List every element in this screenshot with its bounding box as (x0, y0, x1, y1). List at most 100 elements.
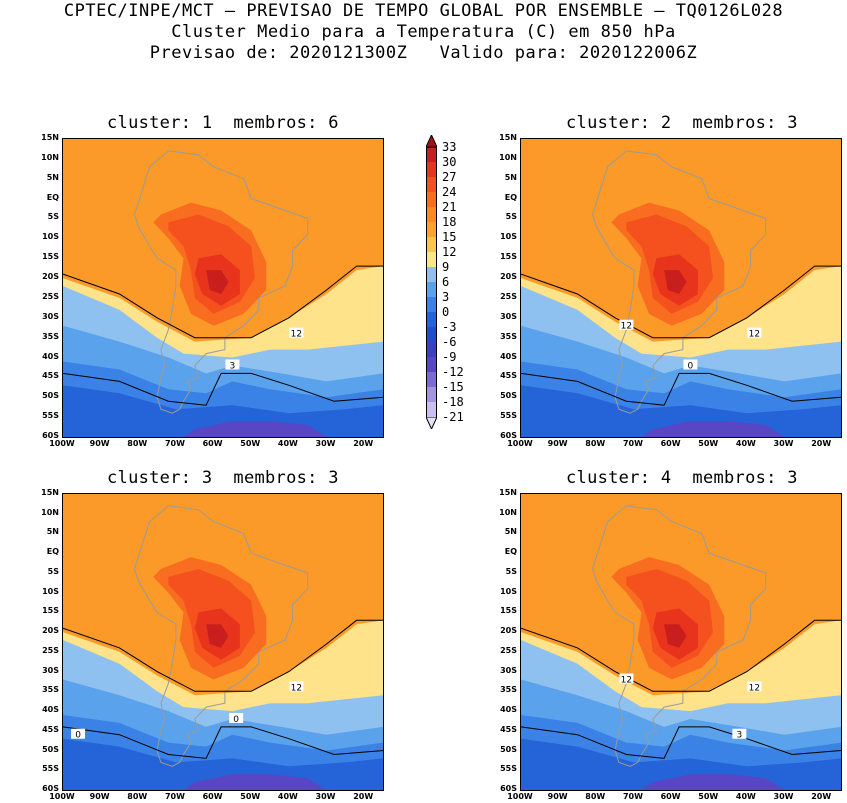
longitude-label: 80W (585, 439, 606, 448)
latitude-label: 5S (47, 566, 59, 576)
longitude-label: 70W (164, 792, 185, 801)
colorbar-label: -3 (442, 320, 457, 334)
colorbar-segment (426, 387, 437, 402)
colorbar-label: -6 (442, 335, 457, 349)
latitude-label: 25S (500, 291, 517, 301)
contour-low (63, 726, 383, 759)
colorbar-label: 3 (442, 290, 450, 304)
latitude-label: 50S (500, 391, 517, 401)
longitude-label: 70W (622, 439, 643, 448)
longitude-label: 20W (353, 792, 374, 801)
latitude-label: 5N (504, 172, 517, 182)
temperature-map: 12 3 (63, 150, 383, 437)
longitude-label: 60W (660, 792, 681, 801)
contour-label-12: 12 (749, 683, 760, 693)
contour-label-bg (732, 728, 747, 739)
latitude-label: 10S (42, 232, 59, 242)
contour-band-cold (641, 421, 785, 437)
temperature-map: 12 0 0 (63, 505, 383, 790)
panel-title: cluster: 3 membros: 3 (107, 468, 339, 488)
header-line-3: Previsao de: 2020121300Z Valido para: 20… (149, 43, 698, 63)
contour-label-low: 3 (736, 731, 742, 741)
colorbar-label: -15 (442, 380, 464, 394)
colorbar-label: 9 (442, 260, 450, 274)
longitude-label: 30W (315, 792, 336, 801)
latitude-label: 35S (500, 331, 517, 341)
longitude-label: 40W (277, 439, 298, 448)
latitude-label: 15S (42, 252, 59, 262)
map-area: 12 3 (62, 138, 384, 438)
longitude-label: 20W (811, 439, 832, 448)
contour-label-bg (619, 673, 634, 684)
colorbar-label: 21 (442, 200, 457, 214)
latitude-label: 10S (500, 232, 517, 242)
latitude-label: 5S (505, 212, 517, 222)
colorbar-label: -12 (442, 365, 464, 379)
coastline (591, 505, 767, 767)
panel-title: cluster: 1 membros: 6 (107, 113, 339, 133)
colorbar-label: 30 (442, 155, 457, 169)
latitude-label: 35S (42, 331, 59, 341)
longitude-label: 40W (277, 792, 298, 801)
contour-label-low: 3 (230, 361, 236, 371)
temperature-map: 12 0 12 (521, 150, 841, 437)
colorbar-segment (426, 147, 437, 162)
colorbar-label: 15 (442, 230, 457, 244)
contour-label-low: 0 (688, 361, 694, 371)
latitude-label: 50S (500, 744, 517, 754)
contour-band-neg (521, 385, 841, 437)
colorbar-label: 27 (442, 170, 457, 184)
longitude-label: 20W (811, 792, 832, 801)
colorbar-label: 18 (442, 215, 457, 229)
contour-band-cold (641, 774, 785, 790)
latitude-label: 5N (46, 527, 59, 537)
colorbar-label: 12 (442, 245, 457, 259)
colorbar-label: -21 (442, 410, 464, 424)
header-line-1: CPTEC/INPE/MCT – PREVISAO DE TEMPO GLOBA… (63, 1, 784, 21)
latitude-label: 60S (500, 784, 517, 793)
latitude-label: 30S (500, 665, 517, 675)
latitude-label: 5N (46, 172, 59, 182)
colorbar-segment (426, 207, 437, 222)
longitude-label: 70W (164, 439, 185, 448)
coastline (133, 505, 309, 767)
contour-label-bg (683, 359, 698, 370)
contour-12 (521, 619, 841, 692)
longitude-label: 20W (353, 439, 374, 448)
longitude-label: 50W (698, 439, 719, 448)
latitude-label: 25S (42, 645, 59, 655)
colorbar-segment (426, 177, 437, 192)
latitude-label: 45S (500, 724, 517, 734)
contour-label-12: 12 (749, 330, 760, 340)
latitude-label: 15N (499, 488, 517, 497)
contour-label-12: 12 (291, 330, 302, 340)
latitude-label: 20S (500, 272, 517, 282)
contour-label-bg (289, 327, 304, 338)
colorbar-segment (426, 162, 437, 177)
map-area: 12 0 12 (520, 138, 842, 438)
longitude-label: 40W (735, 792, 756, 801)
longitude-label: 50W (240, 439, 261, 448)
latitude-label: 15N (41, 133, 59, 142)
longitude-label: 60W (660, 439, 681, 448)
latitude-label: 45S (500, 371, 517, 381)
longitude-label: 60W (202, 439, 223, 448)
longitude-label: 50W (698, 792, 719, 801)
latitude-label: 25S (42, 291, 59, 301)
colorbar-segment (426, 327, 437, 342)
latitude-label: 15N (499, 133, 517, 142)
contour-12 (63, 265, 383, 339)
latitude-label: EQ (504, 547, 517, 557)
contour-band-neg (521, 738, 841, 790)
longitude-label: 30W (773, 792, 794, 801)
contour-label-12: 12 (291, 683, 302, 693)
contour-label-12: 12 (621, 675, 632, 685)
latitude-label: 10N (499, 152, 517, 162)
contour-band-cold (183, 774, 327, 790)
colorbar-segment (426, 282, 437, 297)
contour-label-low: 0 (233, 715, 239, 725)
contour-label-bg (71, 728, 86, 739)
colorbar-max-arrow (426, 135, 437, 147)
colorbar-segment (426, 237, 437, 252)
latitude-label: 30S (42, 311, 59, 321)
